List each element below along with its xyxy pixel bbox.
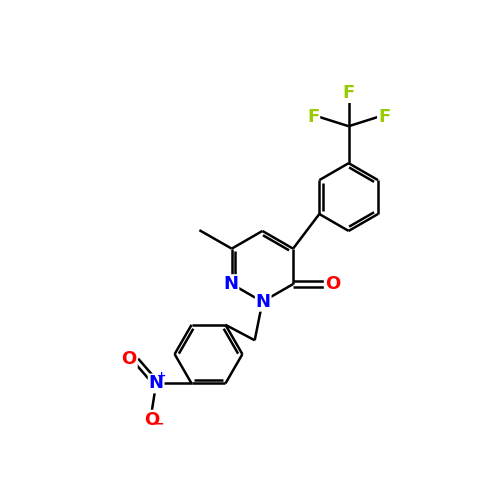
Text: O: O — [144, 410, 159, 428]
Text: −: − — [154, 418, 164, 431]
Text: N: N — [148, 374, 164, 392]
Text: N: N — [256, 293, 270, 311]
Text: F: F — [378, 108, 390, 126]
Text: F: F — [307, 108, 320, 126]
Text: N: N — [224, 275, 238, 293]
Text: F: F — [342, 84, 355, 102]
Text: O: O — [324, 275, 340, 293]
Text: O: O — [122, 350, 137, 368]
Text: +: + — [157, 371, 166, 381]
